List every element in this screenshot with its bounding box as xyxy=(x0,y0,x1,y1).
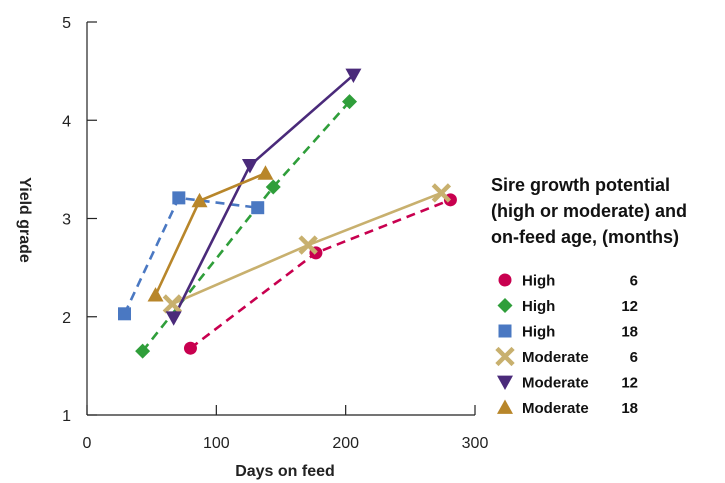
plot-area xyxy=(118,68,457,359)
series-line-0 xyxy=(189,198,451,350)
legend-potential-label: Moderate xyxy=(522,375,589,392)
x-tick-label: 0 xyxy=(83,435,92,452)
series-line-1 xyxy=(141,100,351,352)
data-point-s1-2 xyxy=(342,94,358,110)
y-tick-label: 4 xyxy=(62,113,71,130)
legend-age-label: 12 xyxy=(621,375,638,392)
data-point-s1-0 xyxy=(135,343,151,359)
x-tick-label: 300 xyxy=(462,435,489,452)
y-axis-title: Yield grade xyxy=(16,177,33,263)
data-point-s3-2 xyxy=(431,183,452,203)
data-point-s0-0 xyxy=(183,341,197,355)
legend-title-line: (high or moderate) and xyxy=(491,201,687,221)
y-tick-label: 3 xyxy=(62,212,71,229)
legend-age-label: 6 xyxy=(630,273,638,290)
data-point-s4-0 xyxy=(165,311,182,326)
legend-potential-label: Moderate xyxy=(522,349,589,366)
data-point-s5-0 xyxy=(147,287,164,302)
data-point-s2-1 xyxy=(172,191,186,205)
legend-age-label: 18 xyxy=(621,400,638,417)
legend-potential-label: High xyxy=(522,273,555,290)
series-line-5 xyxy=(154,172,266,296)
legend-title-line: Sire growth potential xyxy=(491,175,670,195)
data-point-s3-1 xyxy=(298,235,318,255)
legend: Sire growth potential (high or moderate) … xyxy=(491,175,687,417)
legend-age-label: 18 xyxy=(621,324,638,341)
legend-marker-1 xyxy=(497,298,513,313)
data-point-s4-2 xyxy=(345,68,362,84)
legend-marker-3 xyxy=(495,346,515,367)
x-tick-label: 200 xyxy=(332,435,359,452)
legend-age-label: 12 xyxy=(621,298,638,315)
data-point-s5-1 xyxy=(191,192,208,208)
legend-age-label: 6 xyxy=(630,349,638,366)
data-point-s2-0 xyxy=(118,307,132,321)
y-tick-label: 1 xyxy=(62,408,71,425)
legend-potential-label: High xyxy=(522,298,555,315)
y-tick-label: 5 xyxy=(62,15,71,32)
legend-marker-5 xyxy=(497,399,513,414)
data-point-s4-1 xyxy=(241,159,258,174)
data-point-s5-2 xyxy=(257,165,274,180)
legend-potential-label: Moderate xyxy=(522,400,589,417)
ticks: 1 2 3 4 5 0 100 200 300 xyxy=(62,15,488,452)
legend-title-line: on-feed age, (months) xyxy=(491,227,679,247)
x-axis-title: Days on feed xyxy=(235,463,335,480)
data-point-s2-2 xyxy=(251,201,265,215)
legend-potential-label: High xyxy=(522,324,555,341)
data-point-s3-0 xyxy=(162,294,183,314)
data-point-s1-1 xyxy=(265,179,281,195)
legend-marker-2 xyxy=(498,324,512,338)
legend-marker-0 xyxy=(498,273,512,287)
y-tick-label: 2 xyxy=(62,310,71,327)
x-tick-label: 100 xyxy=(203,435,230,452)
legend-marker-4 xyxy=(497,375,513,390)
